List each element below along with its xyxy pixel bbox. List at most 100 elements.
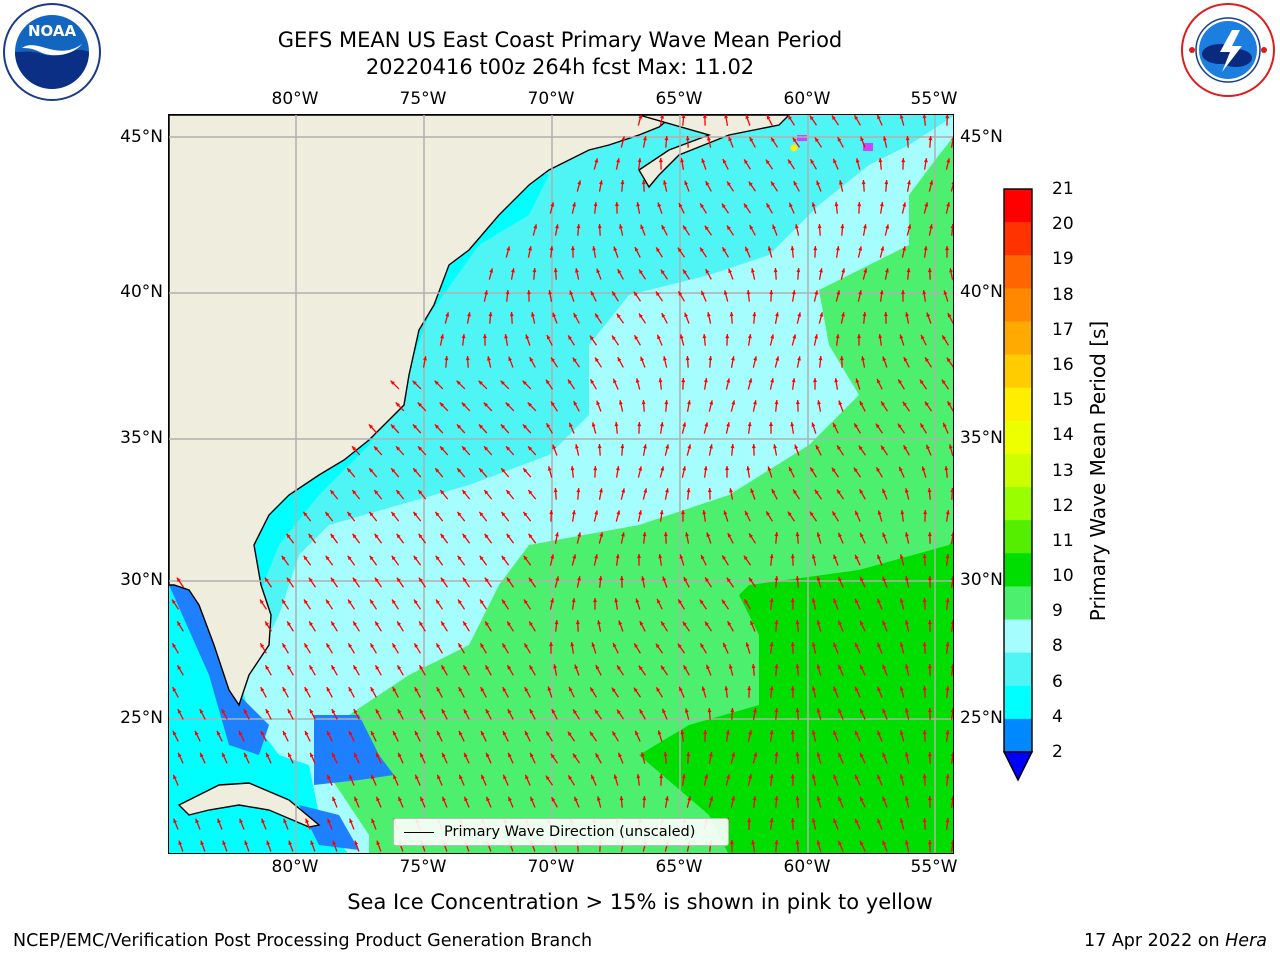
wave-arrow-head [459, 730, 463, 736]
wave-arrow-head [195, 730, 199, 736]
wave-arrow-head [819, 268, 823, 273]
wave-arrow-head [816, 532, 821, 537]
wave-arrow-head [441, 709, 446, 714]
wave-arrow-head [173, 818, 177, 824]
wave-arrow-head [901, 158, 906, 163]
lat-label-right: 45°N [960, 127, 1003, 147]
wave-arrow-head [947, 401, 952, 406]
wave-arrow-head [727, 621, 732, 626]
wave-arrow-head [352, 446, 357, 451]
wave-arrow-head [945, 598, 950, 603]
wave-arrow-head [948, 444, 953, 449]
wave-arrow-head [899, 334, 904, 339]
wave-arrow-shaft [950, 136, 953, 148]
wave-arrow-head [395, 402, 400, 407]
wave-arrow-head [731, 400, 736, 405]
period-zone-10-11 [639, 538, 953, 853]
wave-arrow-head [642, 532, 647, 537]
nws-logo [1181, 3, 1275, 97]
wave-arrow-head [769, 642, 774, 647]
wave-arrow-head [859, 489, 864, 494]
wave-arrow-head [265, 665, 270, 670]
wave-arrow-head [418, 577, 423, 582]
wave-arrow-head [374, 446, 379, 451]
wave-arrow-head [664, 136, 669, 141]
wave-arrow-head [704, 422, 709, 427]
wave-arrow-head [397, 709, 402, 714]
wave-arrow-head [706, 664, 710, 670]
wave-arrow-head [929, 180, 934, 185]
wave-arrow-head [945, 774, 950, 779]
wave-arrow-head [326, 599, 330, 604]
wave-arrow-head [444, 356, 449, 361]
wave-arrow-head [705, 621, 709, 626]
wave-arrow-head [907, 224, 912, 229]
wave-arrow-head [264, 577, 269, 582]
wave-arrow-head [595, 357, 599, 362]
wave-arrow-head [685, 532, 689, 537]
wave-arrow-head [613, 774, 618, 779]
wave-arrow-head [482, 334, 487, 339]
colorbar-tick-label: 12 [1052, 495, 1074, 516]
map-panel [168, 114, 954, 854]
wave-arrow-head [503, 730, 507, 736]
wave-arrow-head [523, 511, 528, 517]
wave-arrow-head [862, 312, 867, 317]
wave-arrow-head [507, 621, 511, 626]
wave-arrow-head [704, 774, 709, 779]
wave-arrow-head [899, 774, 904, 779]
wave-arrow-head [332, 796, 336, 802]
wave-arrow-head [765, 159, 770, 165]
wave-arrow-head [483, 402, 488, 407]
wave-arrow-head [642, 796, 647, 801]
wave-arrow-head [811, 686, 816, 691]
wave-arrow-head [480, 643, 485, 648]
wave-arrow-head [485, 709, 490, 714]
wave-arrow-head [682, 466, 686, 471]
colorbar-segment [1004, 619, 1032, 654]
wave-arrow-head [745, 246, 749, 252]
wave-arrow-head [326, 687, 331, 692]
wave-arrow-head [574, 796, 578, 802]
wave-arrow-head [815, 445, 820, 450]
wave-arrow-head [857, 334, 861, 339]
colorbar-segment [1004, 487, 1032, 521]
wave-arrow-head [945, 246, 949, 251]
wave-arrow-head [903, 445, 908, 450]
wave-arrow-head [816, 576, 821, 581]
wave-arrow-head [528, 577, 533, 582]
wave-arrow-head [572, 357, 577, 363]
colorbar-segment [1004, 718, 1032, 753]
wave-arrow-head [619, 796, 624, 801]
wave-arrow-head [858, 246, 863, 251]
wave-arrow-head [374, 533, 379, 539]
wave-arrow-head [459, 774, 463, 780]
wave-arrow-head [906, 268, 911, 273]
colorbar-label: Primary Wave Mean Period [s] [1086, 320, 1110, 622]
wave-arrow-head [577, 180, 582, 185]
wave-arrow-head [502, 643, 507, 648]
wave-arrow-head [283, 730, 287, 736]
wave-arrow-head [681, 774, 686, 779]
wave-arrow-head [929, 224, 933, 229]
bahamas-shelf-2-4 [314, 715, 394, 785]
wave-arrow-head [576, 224, 581, 229]
wave-arrow-head [636, 202, 640, 207]
wave-arrow-head [594, 709, 599, 715]
wave-arrow-head [555, 224, 559, 229]
wave-arrow-head [621, 136, 626, 141]
wave-arrow-head [549, 510, 554, 515]
wave-arrow-head [546, 335, 551, 340]
wave-arrow-head [816, 620, 821, 625]
wave-arrow-head [546, 423, 551, 428]
wave-arrow-head [841, 312, 845, 317]
wave-arrow-head [288, 752, 292, 758]
wave-arrow-head [506, 577, 511, 582]
wave-arrow-head [902, 401, 907, 407]
wave-arrow-head [927, 664, 932, 669]
wave-arrow-head [638, 665, 643, 671]
wave-arrow-head [701, 554, 705, 560]
wave-arrow-head [859, 401, 864, 406]
wave-arrow-head [771, 489, 776, 494]
wave-arrow-head [309, 709, 314, 714]
